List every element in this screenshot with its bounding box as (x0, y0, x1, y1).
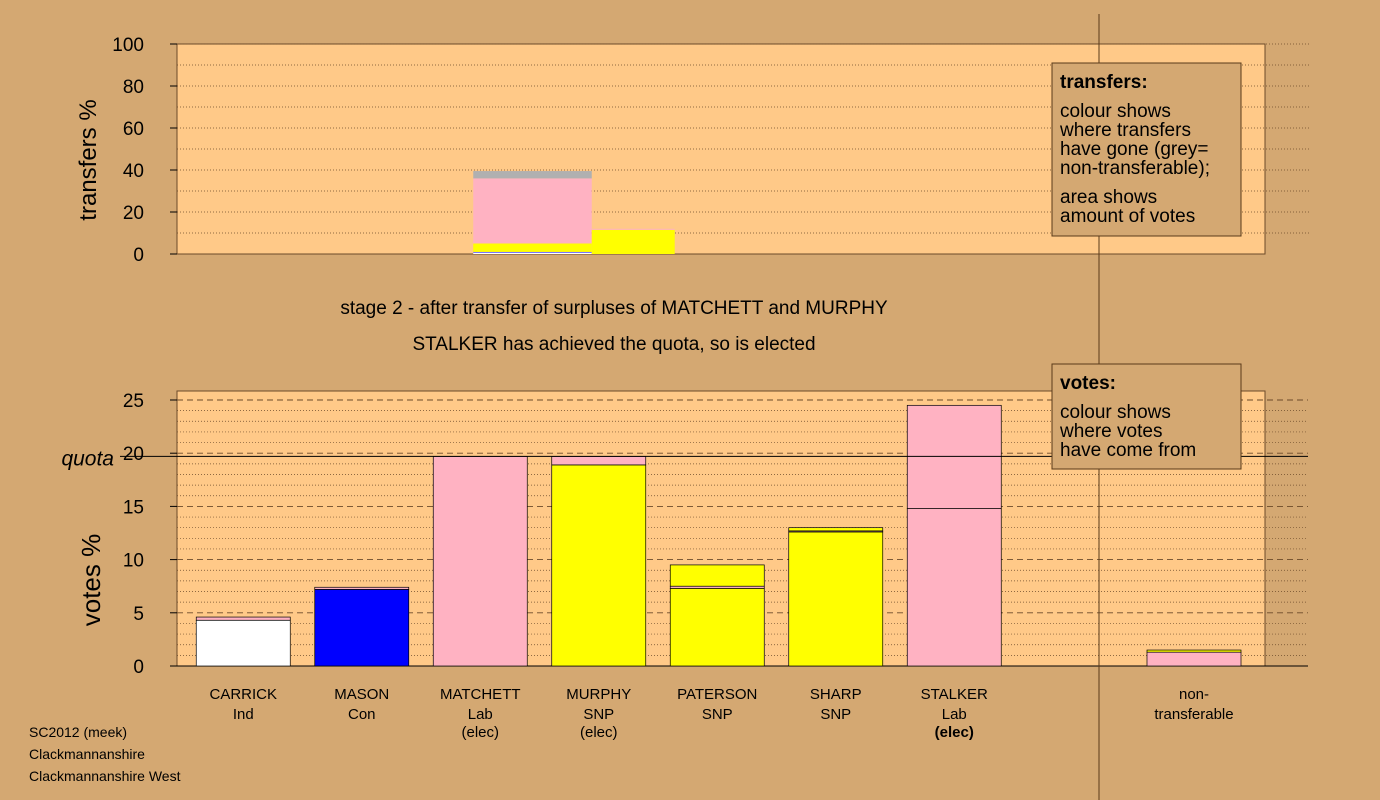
vote-segment-paterson (669, 564, 765, 587)
transfers-legend-line: non-transferable); (1060, 158, 1210, 179)
transfer-segment-matchett (473, 251, 592, 253)
votes-legend-line: colour shows (1060, 402, 1171, 423)
votes-y-ticks: 0 5 10 15 20 25 (123, 391, 177, 678)
non-transferable-label: non- (1179, 686, 1209, 703)
vote-segment-stalker (906, 404, 1002, 509)
candidate-party-mason: Con (348, 706, 376, 723)
transfers-y-ticks: 0 20 40 60 80 100 (112, 35, 177, 266)
candidate-status-matchett: (elec) (461, 724, 499, 741)
candidate-status-stalker: (elec) (935, 724, 974, 741)
votes-legend-title: votes: (1060, 373, 1116, 394)
transfers-y-tick-label: 20 (123, 203, 144, 224)
transfers-legend-line: colour shows (1060, 101, 1171, 122)
transfers-gridlines (177, 43, 1310, 255)
transfers-legend-line: amount of votes (1060, 206, 1195, 227)
transfers-legend-box (1051, 62, 1242, 237)
vote-segment-paterson (669, 587, 765, 667)
candidate-name-sharp: SHARP (810, 686, 862, 703)
votes-y-tick-label: 20 (123, 444, 144, 465)
candidate-name-matchett: MATCHETT (440, 686, 521, 703)
votes-panel: 0 5 10 15 20 25 CARRICK Ind MASON Con MATCHETT Lab… (61, 390, 1308, 741)
footer-council: Clackmannanshire (29, 746, 145, 762)
transfer-segment-matchett (473, 171, 592, 179)
transfers-legend-line: area shows (1060, 187, 1157, 208)
votes-y-tick-label: 0 (133, 657, 144, 678)
stage-text: stage 2 - after transfer of surpluses of… (340, 298, 888, 319)
transfer-segment-matchett (473, 243, 592, 252)
vote-segment-sharp (788, 527, 884, 532)
votes-y-axis-label: votes % (76, 534, 106, 627)
transfers-legend-line: have gone (grey= (1060, 139, 1208, 160)
candidate-name-mason: MASON (334, 686, 389, 703)
votes-legend-box (1051, 363, 1242, 470)
vote-segment-matchett (432, 456, 528, 667)
candidate-party-carrick: Ind (233, 706, 254, 723)
vote-segment-mason (314, 586, 410, 590)
candidate-party-murphy: SNP (583, 706, 614, 723)
vote-segment-carrick (195, 616, 291, 621)
votes-y-tick-label: 10 (123, 551, 144, 572)
votes-bars (195, 404, 1242, 667)
votes-x-labels: CARRICKIndMASONConMATCHETTLab(elec)MURPH… (209, 686, 1233, 741)
votes-legend: votes: colour shows where votes have com… (1051, 363, 1242, 470)
votes-y-tick-label: 5 (133, 604, 144, 625)
candidate-name-carrick: CARRICK (209, 686, 277, 703)
transfers-legend: transfers: colour shows where transfers … (1051, 62, 1242, 237)
transfers-legend-title: transfers: (1060, 72, 1148, 93)
vote-segment-mason (314, 589, 410, 667)
candidate-party-sharp: SNP (820, 706, 851, 723)
votes-y-tick-label: 15 (123, 497, 144, 518)
vote-segment-sharp (788, 531, 884, 667)
candidate-status-murphy: (elec) (580, 724, 618, 741)
transfers-y-tick-label: 100 (112, 35, 144, 56)
transfers-y-axis-label: transfers % (75, 99, 102, 220)
candidate-party-paterson: SNP (702, 706, 733, 723)
transfers-y-tick-label: 80 (123, 77, 144, 98)
transfer-segment-matchett (473, 252, 592, 254)
transfers-bars (473, 171, 675, 254)
votes-y-tick-label: 25 (123, 391, 144, 412)
transfers-y-tick-label: 40 (123, 161, 144, 182)
non-transferable-label: transferable (1154, 706, 1233, 723)
vote-segment-non-transferable (1146, 649, 1242, 653)
transfer-segment-matchett (473, 178, 592, 244)
transfer-segment-murphy (591, 229, 675, 254)
vote-segment-carrick (195, 619, 291, 667)
candidate-name-murphy: MURPHY (566, 686, 631, 703)
footer-ward: Clackmannanshire West (29, 768, 181, 784)
footer-election: SC2012 (meek) (29, 724, 127, 740)
votes-legend-line: have come from (1060, 440, 1196, 461)
votes-legend-line: where votes (1059, 421, 1162, 442)
vote-segment-stalker (906, 508, 1002, 667)
transfers-legend-line: where transfers (1059, 120, 1191, 141)
candidate-name-paterson: PATERSON (677, 686, 757, 703)
transfer-segment-murphy (591, 228, 675, 230)
status-text: STALKER has achieved the quota, so is el… (412, 334, 815, 355)
transfers-y-tick-label: 0 (133, 245, 144, 266)
candidate-party-matchett: Lab (468, 706, 493, 723)
vote-segment-non-transferable (1146, 651, 1242, 667)
vote-segment-murphy (551, 464, 647, 667)
candidate-name-stalker: STALKER (921, 686, 988, 703)
transfers-y-tick-label: 60 (123, 119, 144, 140)
candidate-party-stalker: Lab (942, 706, 967, 723)
quota-label: quota (61, 447, 114, 470)
vote-segment-murphy (551, 456, 647, 466)
